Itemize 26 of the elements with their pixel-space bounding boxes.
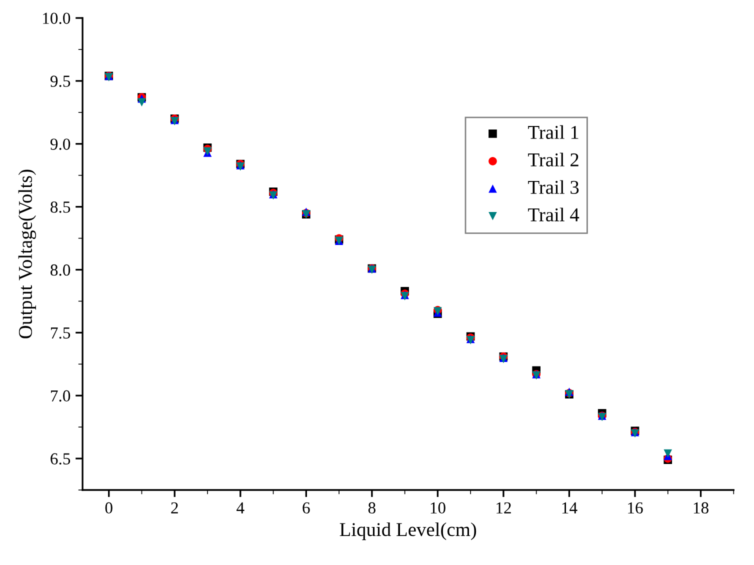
x-tick-label: 16: [628, 502, 643, 514]
y-tick-label: 7.0: [51, 390, 70, 402]
x-tick-label: 18: [694, 502, 708, 514]
x-tick-label: 6: [302, 502, 310, 514]
x-tick-label: 8: [368, 502, 376, 514]
legend-label: Trail 1: [528, 125, 578, 139]
y-axis-title: Output Voltage(Volts): [18, 170, 36, 338]
x-tick-label: 12: [496, 502, 511, 514]
y-tick-label: 8.5: [50, 202, 70, 213]
x-axis-title: Liquid Level(cm): [340, 522, 476, 540]
legend-label: Trail 2: [528, 152, 578, 166]
point: [138, 98, 146, 106]
x-tick-label: 10: [430, 502, 446, 514]
point: [664, 449, 672, 458]
y-tick-label: 10.0: [43, 12, 70, 24]
x-tick-label: 14: [562, 502, 578, 514]
x-tick-label: 0: [105, 502, 112, 514]
x-tick-label: 2: [171, 502, 178, 514]
y-tick-label: 9.0: [50, 138, 70, 150]
legend-label: Trail 3: [528, 180, 579, 194]
legend-label: Trail 4: [528, 208, 580, 222]
y-tick-label: 8.0: [50, 264, 70, 276]
x-tick-label: 4: [236, 502, 244, 514]
y-tick-label: 6.5: [50, 453, 70, 465]
y-tick-label: 7.5: [51, 328, 70, 339]
y-tick-label: 9.5: [50, 76, 70, 87]
